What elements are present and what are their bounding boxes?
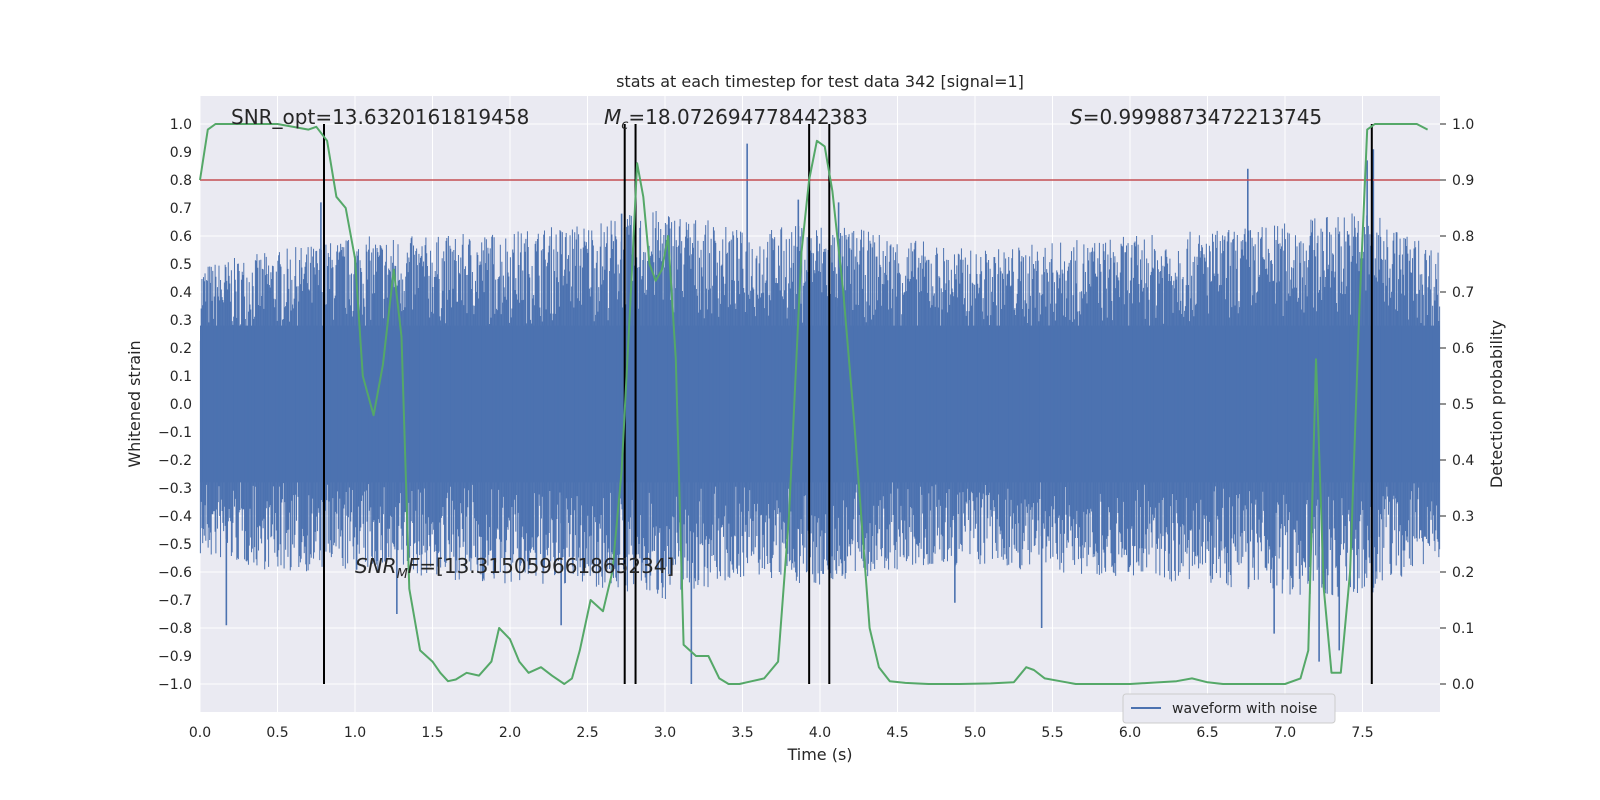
y-tick-label: −0.5 xyxy=(158,537,192,553)
y-tick-label: −0.8 xyxy=(158,621,192,637)
strain-series xyxy=(199,143,1441,684)
y-tick-label: −0.4 xyxy=(158,509,192,525)
y-tick-label: 0.0 xyxy=(170,397,192,413)
y2-tick-label: 0.0 xyxy=(1452,677,1474,693)
chirp-mass-value: =18.072694778442383 xyxy=(628,105,867,129)
x-tick-label: 5.0 xyxy=(964,725,986,741)
x-tick-label: 3.5 xyxy=(731,725,753,741)
x-tick-label: 0.5 xyxy=(266,725,288,741)
x-axis-ticks: 0.0 0.5 1.0 1.5 2.0 2.5 3.0 3.5 4.0 4.5 5.0 5.5 6.0 6… xyxy=(189,725,1374,741)
x-tick-label: 0.0 xyxy=(189,725,211,741)
y-tick-label: 1.0 xyxy=(170,117,192,133)
probability-line xyxy=(199,123,1429,685)
y-axis-ticks: 1.0 0.9 0.8 0.7 0.6 0.5 0.4 0.3 0.2 0.1 0.0 −0.1 −0.… xyxy=(158,117,192,693)
y2-tick-label: 0.2 xyxy=(1452,565,1474,581)
y-tick-label: −0.2 xyxy=(158,453,192,469)
y-tick-label: 0.9 xyxy=(170,145,192,161)
x-tick-label: 4.0 xyxy=(809,725,831,741)
y2-tick-label: 1.0 xyxy=(1452,117,1474,133)
y2-tick-label: 0.7 xyxy=(1452,285,1474,301)
y-tick-label: −0.7 xyxy=(158,593,192,609)
y-tick-label: −0.3 xyxy=(158,481,192,497)
snr-mf-annotation: SNRMF=[13.315059661865234] xyxy=(355,554,674,582)
x-tick-label: 2.5 xyxy=(576,725,598,741)
snr-mf-f: F xyxy=(408,554,420,578)
chart-title: stats at each timestep for test data 342… xyxy=(616,72,1024,91)
y2-tick-label: 0.9 xyxy=(1452,173,1474,189)
y-tick-label: −0.1 xyxy=(158,425,192,441)
legend-label: waveform with noise xyxy=(1172,701,1317,717)
y2-tick-label: 0.1 xyxy=(1452,621,1474,637)
x-tick-label: 6.5 xyxy=(1196,725,1218,741)
y-axis-label: Whitened strain xyxy=(125,340,144,467)
y2-axis-label: Detection probability xyxy=(1487,320,1506,488)
x-axis-label: Time (s) xyxy=(786,745,852,764)
y2-tick-label: 0.3 xyxy=(1452,509,1474,525)
y-tick-label: 0.6 xyxy=(170,229,192,245)
snr-mf-subscript: M xyxy=(397,567,408,582)
legend-box xyxy=(1122,693,1336,724)
snr-mf-symbol: SNR xyxy=(355,554,397,578)
y-tick-label: 0.2 xyxy=(170,341,192,357)
x-tick-label: 6.0 xyxy=(1119,725,1141,741)
x-tick-label: 5.5 xyxy=(1041,725,1063,741)
s-annotation: S=0.9998873472213745 xyxy=(1070,105,1322,129)
x-tick-label: 2.0 xyxy=(499,725,521,741)
s-symbol: S xyxy=(1070,105,1083,129)
y-tick-label: 0.3 xyxy=(170,313,192,329)
y-tick-label: 0.4 xyxy=(170,285,192,301)
y-tick-label: −1.0 xyxy=(158,677,192,693)
y-tick-label: 0.5 xyxy=(170,257,192,273)
y-tick-label: 0.8 xyxy=(170,173,192,189)
chirp-mass-symbol: M xyxy=(604,105,621,129)
y-tick-label: 0.7 xyxy=(170,201,192,217)
y-tick-label: −0.9 xyxy=(158,649,192,665)
x-tick-label: 4.5 xyxy=(886,725,908,741)
x-tick-label: 3.0 xyxy=(654,725,676,741)
x-tick-label: 7.0 xyxy=(1274,725,1296,741)
y2-tick-label: 0.6 xyxy=(1452,341,1474,357)
probability-series xyxy=(199,123,1429,685)
legend: waveform with noise xyxy=(1122,693,1336,724)
s-value: =0.9998873472213745 xyxy=(1083,105,1322,129)
y-tick-label: −0.6 xyxy=(158,565,192,581)
x-tick-label: 1.0 xyxy=(344,725,366,741)
y-tick-label: 0.1 xyxy=(170,369,192,385)
snr-mf-value: =[13.315059661865234] xyxy=(419,554,674,578)
chirp-mass-subscript: c xyxy=(621,118,628,133)
y2-tick-label: 0.4 xyxy=(1452,453,1474,469)
x-tick-label: 7.5 xyxy=(1351,725,1373,741)
y2-axis-ticks: 1.0 0.9 0.8 0.7 0.6 0.5 0.4 0.3 0.2 0.1 0.0 xyxy=(1440,117,1474,693)
y2-tick-label: 0.5 xyxy=(1452,397,1474,413)
y2-tick-label: 0.8 xyxy=(1452,229,1474,245)
x-tick-label: 1.5 xyxy=(421,725,443,741)
chirp-mass-annotation: Mc=18.072694778442383 xyxy=(604,105,868,133)
snr-opt-annotation: SNR_opt=13.6320161819458 xyxy=(231,105,529,129)
